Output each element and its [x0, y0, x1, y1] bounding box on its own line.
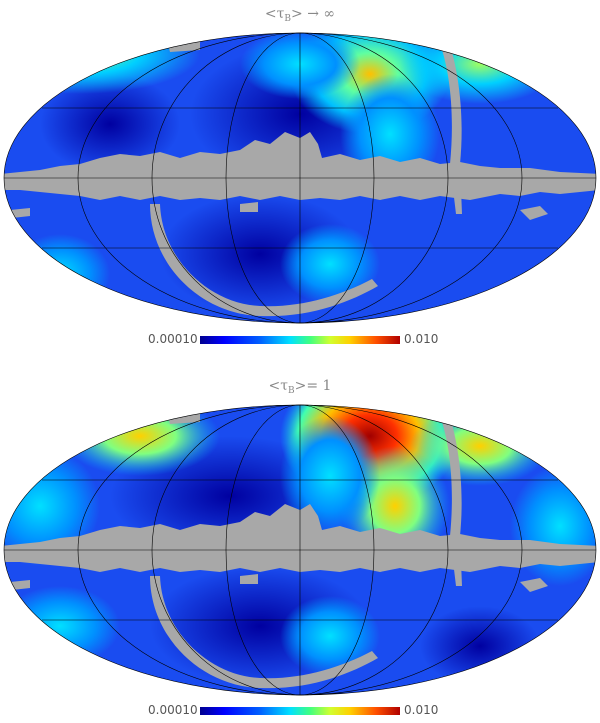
colorbar-bottom: 0.00010 0.010	[0, 703, 600, 721]
map-title-top: <τB> → ∞	[264, 6, 336, 24]
colorbar-gradient	[200, 336, 400, 344]
colorbar-gradient	[200, 707, 400, 715]
graticule-top	[3, 32, 597, 324]
colorbar-max-label: 0.010	[404, 703, 439, 717]
colorbar-top: 0.00010 0.010	[0, 332, 600, 350]
sky-map-top	[0, 24, 600, 344]
colorbar-min-label: 0.00010	[148, 703, 198, 717]
graticule-bottom	[3, 404, 597, 696]
colorbar-max-label: 0.010	[404, 332, 439, 346]
map-title-bottom: <τB>= 1	[268, 378, 332, 396]
sky-map-bottom	[0, 396, 600, 716]
colorbar-min-label: 0.00010	[148, 332, 198, 346]
